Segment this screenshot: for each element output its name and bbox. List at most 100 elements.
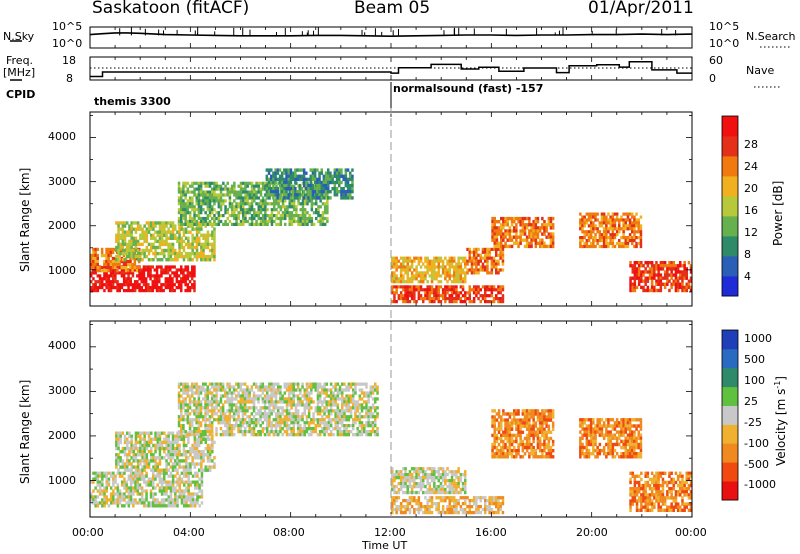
velocity-heatmap-cell bbox=[325, 403, 328, 407]
velocity-heatmap-cell bbox=[198, 495, 201, 499]
power-heatmap-cell bbox=[492, 300, 496, 304]
velocity-heatmap-cell bbox=[255, 385, 258, 389]
power-heatmap-cell bbox=[534, 226, 538, 230]
velocity-heatmap-cell bbox=[165, 498, 168, 502]
velocity-heatmap-cell bbox=[290, 391, 293, 395]
velocity-heatmap-cell bbox=[156, 456, 159, 460]
power-heatmap-cell bbox=[167, 248, 170, 253]
power-heatmap-cell bbox=[547, 220, 551, 224]
power-heatmap-cell bbox=[583, 224, 586, 228]
velocity-heatmap-cell bbox=[194, 492, 197, 496]
power-heatmap-cell bbox=[491, 226, 494, 230]
velocity-heatmap-cell bbox=[312, 418, 315, 422]
velocity-heatmap-cell bbox=[202, 453, 205, 457]
power-heatmap-cell bbox=[193, 271, 196, 275]
power-heatmap-cell bbox=[141, 248, 144, 253]
power-heatmap-cell bbox=[430, 277, 434, 281]
power-heatmap-cell bbox=[131, 283, 135, 287]
velocity-heatmap-cell bbox=[228, 424, 231, 428]
velocity-heatmap-cell bbox=[243, 403, 247, 407]
velocity-heatmap-cell bbox=[165, 486, 168, 490]
power-heatmap-cell bbox=[402, 268, 405, 272]
power-heatmap-cell bbox=[264, 202, 267, 206]
power-heatmap-cell bbox=[154, 239, 157, 244]
power-heatmap-cell bbox=[650, 282, 654, 286]
power-heatmap-cell bbox=[331, 180, 334, 185]
power-heatmap-cell bbox=[402, 277, 405, 281]
velocity-heatmap-cell bbox=[250, 433, 254, 437]
velocity-heatmap-cell bbox=[228, 415, 231, 419]
power-heatmap-cell bbox=[193, 245, 197, 250]
velocity-heatmap-cell bbox=[206, 446, 210, 451]
power-heatmap-cell bbox=[211, 236, 214, 240]
power-heatmap-cell bbox=[637, 270, 641, 274]
power-heatmap-cell bbox=[611, 221, 615, 225]
power-heatmap-cell bbox=[213, 216, 216, 221]
power-heatmap-cell bbox=[224, 211, 227, 215]
power-heatmap-cell bbox=[525, 244, 529, 249]
power-heatmap-cell bbox=[391, 291, 394, 295]
power-heatmap-cell bbox=[292, 208, 296, 212]
power-heatmap-cell bbox=[100, 253, 104, 258]
power-heatmap-cell bbox=[237, 202, 240, 206]
velocity-heatmap-cell bbox=[272, 406, 276, 410]
power-heatmap-cell bbox=[135, 269, 139, 273]
velocity-heatmap-cell bbox=[296, 403, 300, 407]
velocity-heatmap-cell bbox=[121, 480, 124, 484]
power-heatmap-cell bbox=[626, 224, 630, 228]
power-heatmap-cell bbox=[103, 259, 106, 264]
velocity-heatmap-cell bbox=[132, 456, 135, 460]
power-heatmap-cell bbox=[311, 183, 315, 188]
power-heatmap-cell bbox=[515, 241, 518, 245]
power-heatmap-cell bbox=[118, 286, 121, 290]
velocity-heatmap-cell bbox=[139, 453, 142, 457]
power-heatmap-cell bbox=[154, 251, 157, 256]
power-heatmap-cell bbox=[117, 251, 120, 256]
power-heatmap-cell bbox=[497, 285, 500, 289]
power-heatmap-cell bbox=[464, 297, 467, 301]
velocity-heatmap-cell bbox=[140, 498, 144, 502]
power-heatmap-cell bbox=[186, 219, 190, 224]
velocity-heatmap-cell bbox=[116, 498, 120, 502]
power-heatmap-cell bbox=[466, 262, 469, 266]
velocity-heatmap-cell bbox=[259, 430, 262, 434]
velocity-heatmap-cell bbox=[318, 382, 322, 386]
power-heatmap-cell bbox=[486, 247, 489, 251]
power-heatmap-cell bbox=[96, 256, 99, 261]
velocity-heatmap-cell bbox=[221, 433, 225, 437]
power-heatmap-cell bbox=[213, 248, 216, 253]
power-heatmap-cell bbox=[182, 190, 185, 194]
power-heatmap-cell bbox=[674, 282, 678, 286]
power-heatmap-cell bbox=[306, 190, 309, 194]
power-heatmap-cell bbox=[180, 211, 183, 215]
power-heatmap-cell bbox=[461, 268, 465, 272]
velocity-heatmap-cell bbox=[299, 388, 302, 392]
power-heatmap-cell bbox=[419, 288, 423, 292]
velocity-heatmap-cell bbox=[325, 421, 328, 425]
velocity-heatmap-cell bbox=[261, 400, 265, 404]
velocity-heatmap-cell bbox=[191, 462, 194, 466]
power-heatmap-cell bbox=[486, 271, 489, 275]
velocity-heatmap-cell bbox=[305, 388, 309, 392]
power-heatmap-cell bbox=[274, 187, 277, 191]
power-heatmap-cell bbox=[525, 235, 529, 239]
velocity-heatmap-cell bbox=[288, 409, 291, 413]
xtick-1: 04:00 bbox=[173, 526, 205, 539]
power-heatmap-cell bbox=[266, 208, 269, 212]
power-heatmap-cell bbox=[142, 271, 146, 275]
power-heatmap-cell bbox=[622, 218, 625, 222]
power-heatmap-cell bbox=[215, 199, 218, 203]
power-heatmap-cell bbox=[121, 248, 125, 253]
power-heatmap-cell bbox=[239, 184, 243, 188]
power-heatmap-cell bbox=[180, 242, 183, 247]
velocity-heatmap-cell bbox=[323, 418, 326, 422]
velocity-heatmap-cell bbox=[283, 430, 287, 434]
velocity-heatmap-cell bbox=[290, 403, 293, 407]
velocity-heatmap-cell bbox=[193, 409, 196, 413]
velocity-heatmap-cell bbox=[182, 424, 185, 428]
power-heatmap-cell bbox=[500, 235, 503, 239]
velocity-heatmap-cell bbox=[184, 465, 188, 469]
power-heatmap-cell bbox=[116, 259, 119, 264]
power-heatmap-cell bbox=[94, 265, 97, 269]
power-heatmap-cell bbox=[174, 254, 177, 259]
